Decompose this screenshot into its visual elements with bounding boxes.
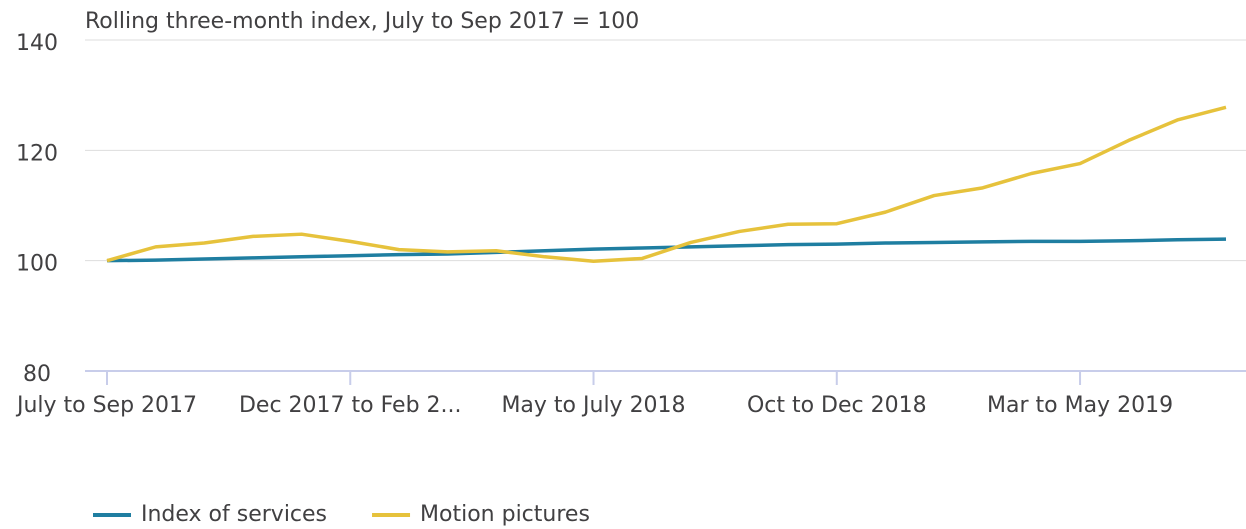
line-series <box>106 105 1227 263</box>
line-series <box>106 237 1227 263</box>
x-tick-label: Mar to May 2019 <box>987 393 1173 418</box>
y-tick-label: 100 <box>16 252 58 277</box>
x-tick-label: Oct to Dec 2018 <box>747 393 927 418</box>
y-tick-label: 140 <box>16 31 58 56</box>
x-tick-label: May to July 2018 <box>501 393 685 418</box>
x-tick-label: July to Sep 2017 <box>15 393 197 418</box>
legend-label: Motion pictures <box>420 502 590 527</box>
y-tick-label: 80 <box>23 362 51 387</box>
y-tick-label: 120 <box>16 141 58 166</box>
legend-label: Index of services <box>141 502 327 527</box>
chart-subtitle: Rolling three-month index, July to Sep 2… <box>85 9 639 34</box>
x-tick-label: Dec 2017 to Feb 2... <box>239 393 462 418</box>
